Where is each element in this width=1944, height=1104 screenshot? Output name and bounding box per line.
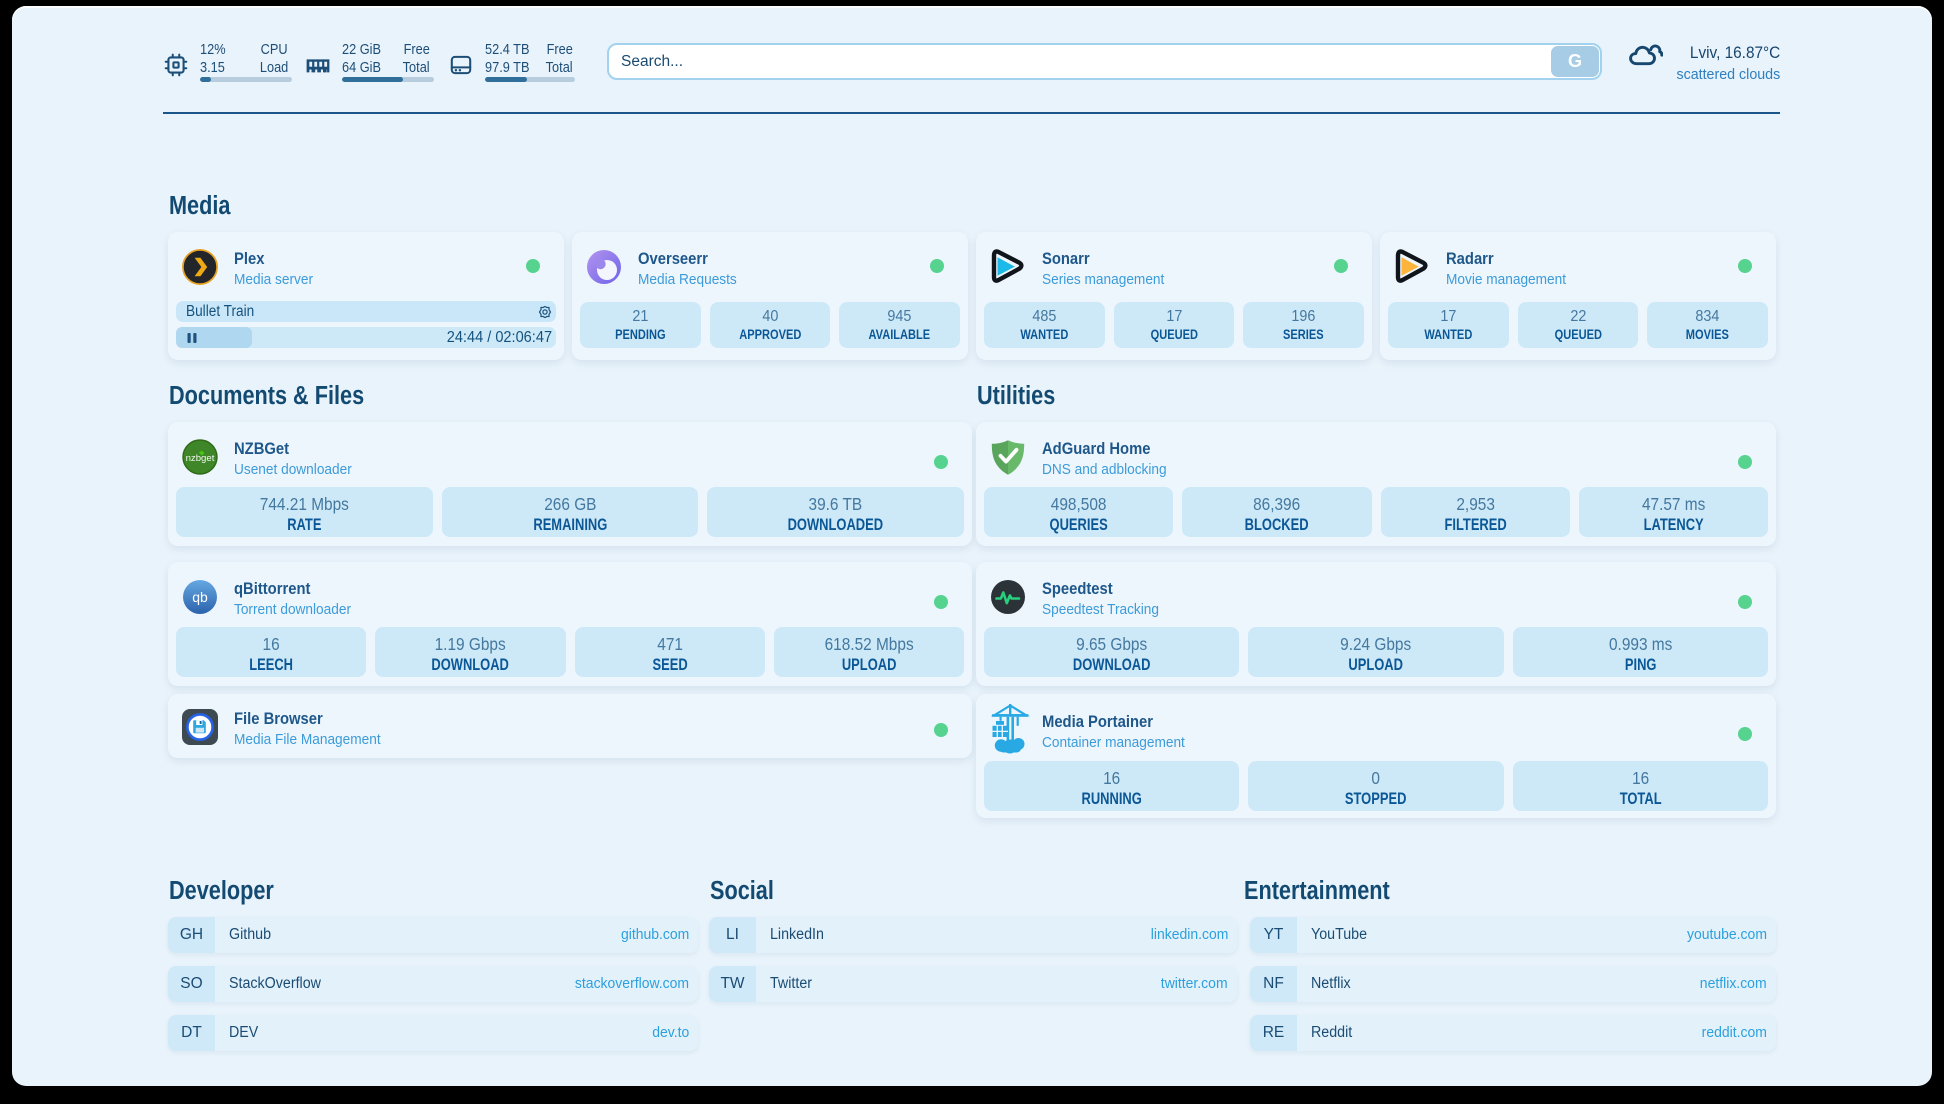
svg-text:qb: qb — [192, 589, 208, 605]
svg-text:nzbget: nzbget — [186, 453, 215, 464]
